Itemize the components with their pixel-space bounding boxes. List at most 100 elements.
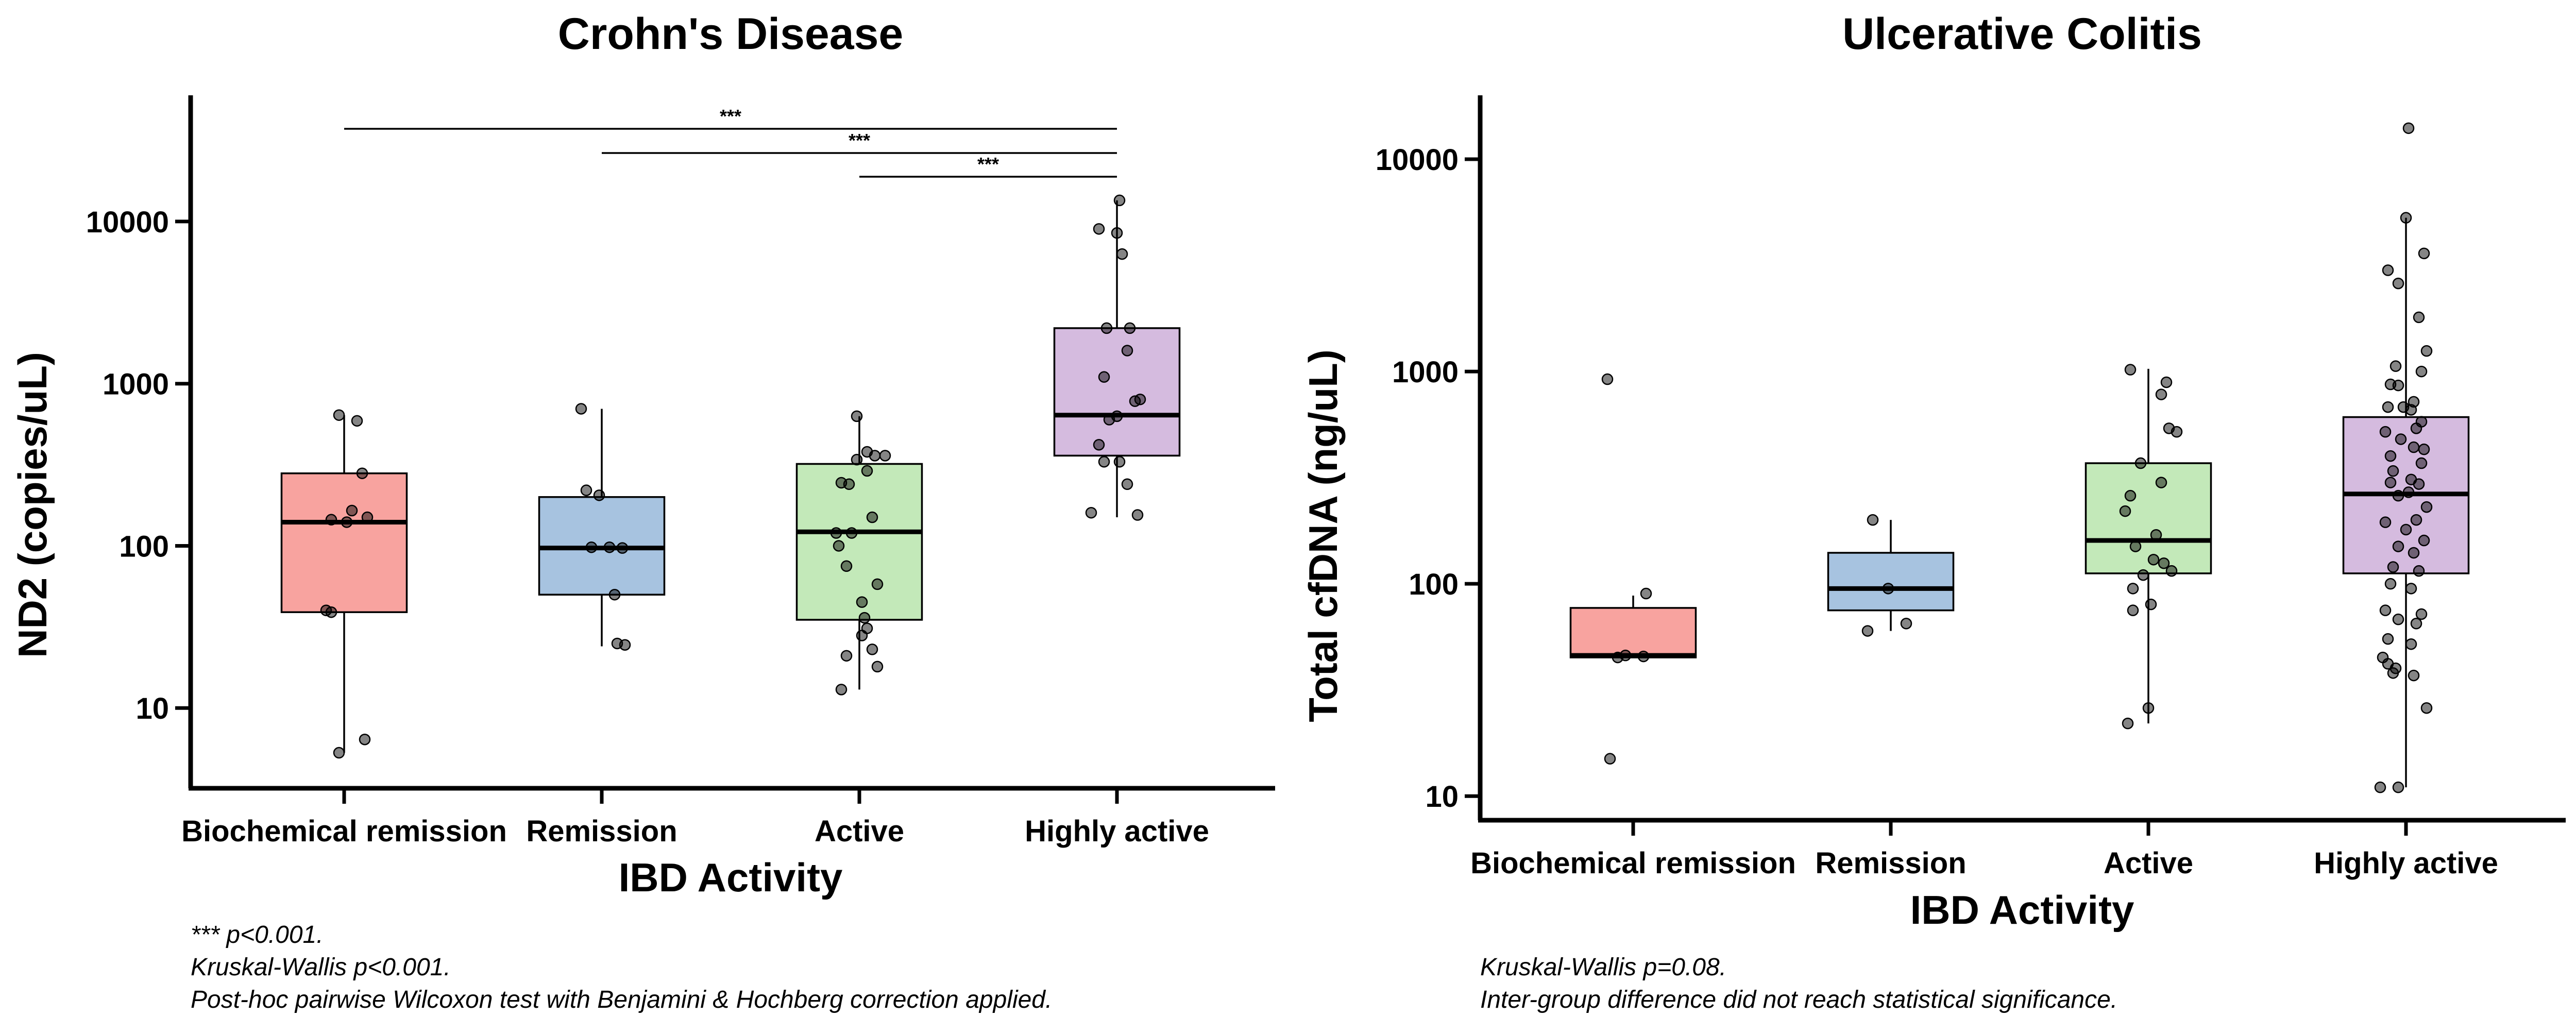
data-point	[2119, 505, 2131, 517]
data-point	[333, 409, 345, 421]
box-iqr	[280, 472, 408, 613]
data-point	[2382, 264, 2394, 276]
data-point	[1098, 371, 1110, 383]
x-axis-title: IBD Activity	[1910, 887, 2134, 933]
significance-label: ***	[720, 106, 741, 127]
y-axis-title: ND2 (copies/uL)	[10, 352, 55, 658]
data-point	[1093, 439, 1105, 451]
plot-area: 10 100 1000 10000 Biochemical remission Remis…	[1376, 95, 2566, 880]
data-point	[2124, 489, 2137, 502]
data-point	[351, 415, 363, 427]
data-point	[1111, 227, 1123, 239]
data-point	[2392, 540, 2404, 552]
data-point	[2145, 598, 2157, 611]
x-tick-label: Remission	[526, 815, 677, 848]
data-point	[2400, 212, 2412, 224]
data-point	[1113, 456, 1126, 468]
data-point	[2408, 441, 2420, 453]
data-point	[325, 606, 337, 618]
y-tick-label: 10	[1425, 780, 1459, 814]
data-point	[1604, 753, 1616, 765]
data-point	[2382, 633, 2394, 645]
data-point	[1612, 651, 1624, 664]
data-point	[2415, 608, 2428, 620]
x-tick-label: Highly active	[1025, 815, 1209, 848]
plot-area: 10 100 1000 10000 Biochemical remission Remis…	[86, 95, 1275, 848]
data-point	[2418, 247, 2430, 260]
data-point	[2389, 360, 2402, 372]
data-point	[1085, 506, 1097, 519]
data-point	[2413, 565, 2425, 577]
data-point	[1113, 194, 1126, 207]
data-point	[2387, 667, 2399, 679]
data-point	[2420, 345, 2433, 357]
data-point	[2418, 443, 2430, 455]
data-point	[2134, 457, 2147, 469]
data-point	[2384, 578, 2397, 590]
data-point	[346, 504, 358, 517]
box-iqr	[795, 463, 923, 621]
data-point	[2382, 401, 2394, 413]
data-point	[2155, 477, 2167, 488]
data-point	[2147, 553, 2160, 566]
data-point	[2415, 457, 2428, 469]
data-point	[2379, 604, 2392, 616]
data-point	[1601, 373, 1614, 385]
data-point	[2155, 388, 2167, 400]
data-point	[866, 643, 878, 655]
x-axis-title: IBD Activity	[619, 855, 843, 900]
data-point	[2410, 422, 2422, 434]
data-point	[1900, 618, 1912, 630]
data-point	[851, 410, 863, 422]
data-point	[1116, 248, 1128, 260]
data-point	[359, 733, 371, 746]
data-point	[2400, 523, 2412, 536]
data-point	[2150, 529, 2162, 541]
chart-title: Crohn's Disease	[558, 9, 904, 59]
y-tick-label: 10000	[1376, 143, 1459, 177]
data-point	[333, 747, 345, 759]
data-point	[1093, 223, 1105, 235]
panel-crohns-disease: Crohn's Disease ND2 (copies/uL) IBD Acti…	[10, 9, 1275, 1013]
data-point	[603, 541, 616, 553]
significance-label: ***	[977, 154, 999, 175]
data-point	[619, 639, 631, 651]
data-point	[2405, 583, 2417, 595]
data-point	[843, 478, 855, 490]
data-point	[1121, 478, 1133, 490]
data-point	[356, 467, 368, 479]
data-point	[856, 596, 868, 608]
data-point	[858, 612, 871, 624]
data-point	[2392, 613, 2404, 625]
data-point	[1637, 650, 1650, 663]
data-point	[2379, 426, 2392, 438]
y-tick-label: 10	[135, 692, 169, 725]
data-point	[585, 541, 598, 553]
data-point	[2379, 516, 2392, 528]
box-iqr	[1053, 327, 1181, 457]
data-point	[2410, 514, 2422, 526]
data-point	[2410, 618, 2422, 630]
data-point	[2142, 702, 2155, 714]
note-line-1: Kruskal-Wallis p=0.08.	[1480, 954, 1726, 981]
data-point	[2392, 781, 2404, 793]
data-point	[2137, 569, 2149, 581]
y-axis-title: Total cfDNA (ng/uL)	[1300, 349, 1346, 722]
data-point	[2160, 376, 2173, 388]
data-point	[1124, 322, 1136, 334]
y-tick-label: 100	[119, 530, 169, 563]
data-point	[2374, 781, 2386, 793]
data-point	[1111, 410, 1123, 422]
chart-title: Ulcerative Colitis	[1842, 9, 2202, 59]
data-point	[869, 450, 881, 462]
data-point	[871, 578, 884, 590]
data-point	[856, 630, 868, 641]
note-line-1: *** p<0.001.	[191, 921, 324, 949]
x-tick-label: Remission	[1815, 846, 1966, 880]
data-point	[575, 403, 587, 415]
data-point	[1098, 456, 1110, 468]
data-point	[835, 684, 848, 696]
data-point	[1121, 345, 1133, 357]
data-point	[325, 514, 337, 526]
data-point	[1882, 583, 1894, 595]
